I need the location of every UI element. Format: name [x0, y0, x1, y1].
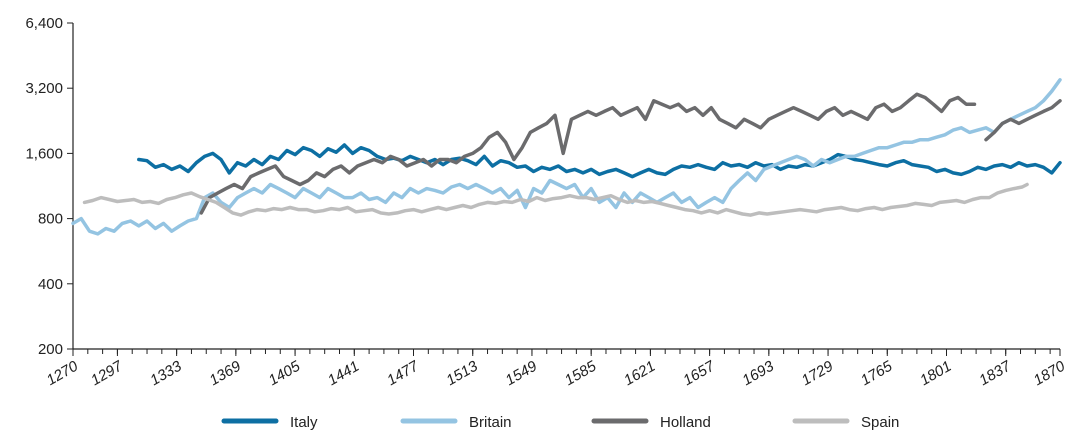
- legend: Italy Britain Holland Spain: [221, 414, 899, 431]
- x-tick-label: 1405: [266, 357, 304, 389]
- x-tick-label: 1765: [858, 357, 896, 389]
- series-line-britain: [71, 78, 1062, 236]
- y-tick-label: 400: [38, 276, 63, 293]
- x-tick-label: 1297: [88, 357, 126, 389]
- y-tick-label: 200: [38, 341, 63, 358]
- x-tick-label: 1585: [562, 357, 600, 389]
- x-tick-label: 1621: [621, 358, 658, 389]
- x-tick-label: 1729: [799, 357, 837, 389]
- x-tick-label: 1801: [917, 358, 954, 389]
- series-lines: [71, 78, 1062, 236]
- x-tick-label: 1441: [325, 358, 362, 389]
- x-tick-label: 1693: [739, 357, 777, 389]
- legend-label-britain: Britain: [469, 414, 512, 430]
- series-line-holland: [199, 92, 1062, 215]
- series-line-spain: [82, 182, 1029, 217]
- x-tick-label: 1513: [443, 357, 481, 389]
- legend-label-holland: Holland: [660, 414, 711, 430]
- series-line-italy: [137, 143, 1062, 179]
- y-tick-label: 800: [38, 211, 63, 228]
- y-tick-label: 3,200: [25, 80, 63, 97]
- x-tick-label: 1333: [147, 357, 185, 389]
- x-tick-label: 1870: [1031, 357, 1066, 389]
- legend-label-spain: Spain: [861, 414, 899, 430]
- x-tick-label: 1549: [503, 357, 541, 389]
- x-tick-label: 1270: [44, 357, 82, 389]
- x-tick-label: 1837: [976, 357, 1014, 389]
- x-tick-label: 1657: [680, 357, 718, 389]
- y-tick-label: 6,400: [25, 15, 63, 32]
- legend-label-italy: Italy: [290, 414, 318, 430]
- y-tick-label: 1,600: [25, 145, 63, 162]
- x-tick-label: 1477: [384, 357, 422, 389]
- x-tick-label: 1369: [206, 357, 244, 389]
